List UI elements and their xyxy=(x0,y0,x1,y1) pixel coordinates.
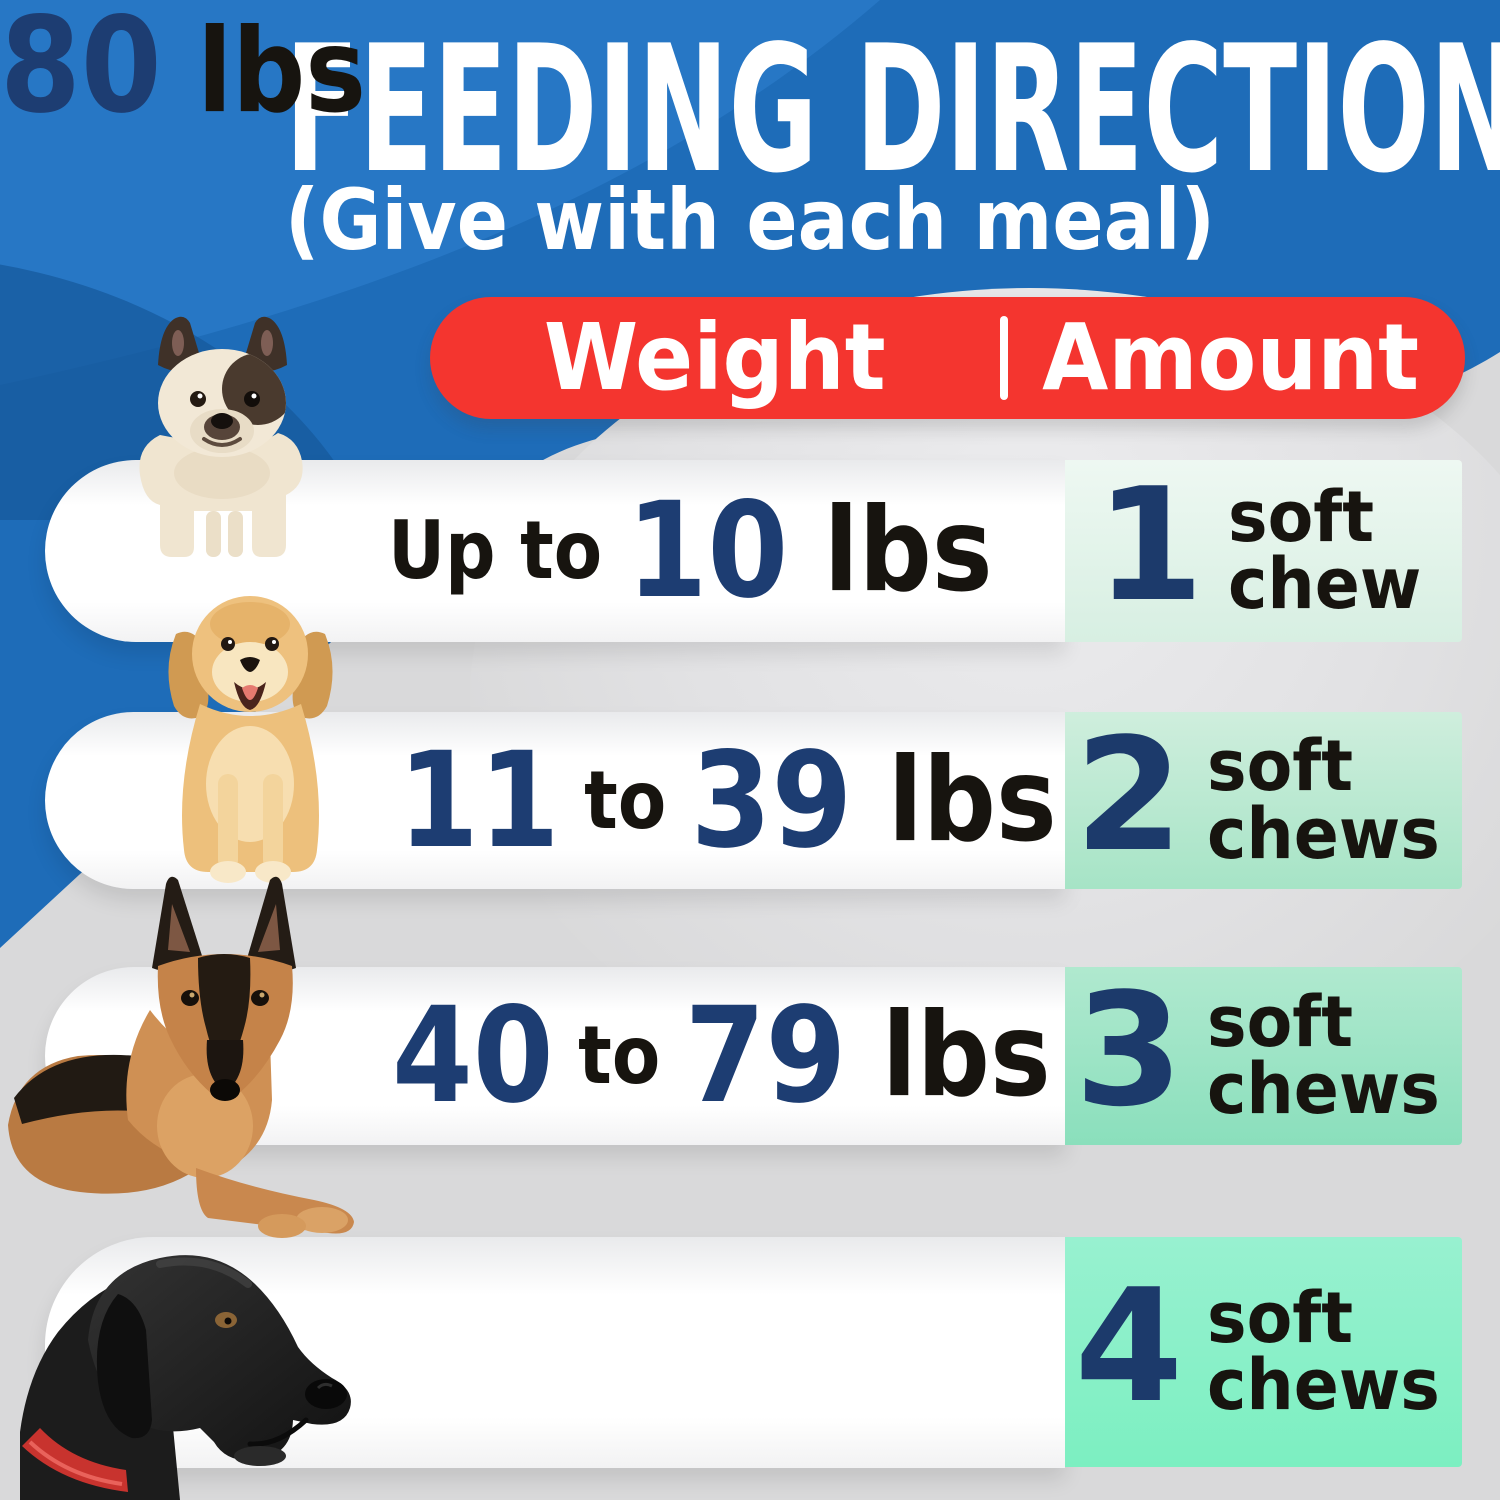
chew-unit-label: soft chews xyxy=(1207,1276,1441,1426)
header-light-swoosh xyxy=(0,0,880,385)
french-bulldog-photo xyxy=(139,316,303,557)
weight-unit: lbs xyxy=(788,483,993,618)
chew-unit-label: soft chew xyxy=(1228,475,1422,625)
german-shepherd-photo xyxy=(8,876,354,1238)
weight-range-row2: 11 to 39 lbs xyxy=(398,712,1057,889)
page-title: FEEDING DIRECTIONS: xyxy=(285,9,1500,212)
weight-number: 39 xyxy=(690,723,853,878)
weight-line1: 80 lbs xyxy=(0,0,366,132)
chew-word-1: soft xyxy=(1228,475,1375,558)
amount-cell-row4: 4 soft chews xyxy=(1065,1237,1462,1467)
column-divider xyxy=(1000,316,1008,400)
weight-prefix: Up to xyxy=(388,504,627,597)
chew-word-2: chews xyxy=(1207,792,1441,875)
chew-unit-label: soft chews xyxy=(1207,725,1441,875)
chew-count: 2 xyxy=(1074,703,1184,886)
weight-column-header: Weight xyxy=(430,312,1000,404)
chew-word-2: chew xyxy=(1228,543,1422,625)
page-subtitle: (Give with each meal) xyxy=(284,171,1216,269)
weight-range-row3: 40 to 79 lbs xyxy=(392,967,1051,1145)
chew-count: 4 xyxy=(1074,1255,1184,1437)
chew-word-2: chews xyxy=(1207,1344,1441,1426)
weight-unit: lbs xyxy=(852,732,1057,868)
weight-connector: to xyxy=(553,1009,685,1102)
weight-number: 79 xyxy=(684,979,847,1133)
weight-unit: lbs xyxy=(161,4,367,139)
chew-word-1: soft xyxy=(1207,980,1354,1063)
chew-count: 1 xyxy=(1095,454,1205,636)
weight-number: 80 xyxy=(0,0,162,143)
amount-cell-row3: 3 soft chews xyxy=(1065,967,1462,1145)
weight-unit: lbs xyxy=(846,988,1051,1123)
chew-unit-label: soft chews xyxy=(1207,980,1441,1130)
great-dane-photo xyxy=(20,1255,351,1500)
weight-number: 11 xyxy=(398,723,560,878)
weight-number: 10 xyxy=(626,474,789,628)
chew-word-1: soft xyxy=(1207,1276,1354,1359)
amount-cell-row2: 2 soft chews xyxy=(1065,712,1462,889)
chew-count: 3 xyxy=(1074,959,1184,1141)
chew-word-2: chews xyxy=(1207,1048,1441,1130)
chew-word-1: soft xyxy=(1207,725,1354,808)
golden-retriever-puppy-photo xyxy=(168,596,333,883)
weight-column-label: Weight xyxy=(544,304,886,411)
amount-cell-row1: 1 soft chew xyxy=(1065,460,1462,642)
weight-connector: to xyxy=(559,753,691,847)
weight-number: 40 xyxy=(392,979,554,1133)
table-header-pill: Weight Amount xyxy=(430,297,1465,419)
weight-range-row1: Up to 10 lbs xyxy=(388,460,993,642)
amount-column-label: Amount xyxy=(1042,304,1419,411)
amount-column-header: Amount xyxy=(1008,312,1453,404)
